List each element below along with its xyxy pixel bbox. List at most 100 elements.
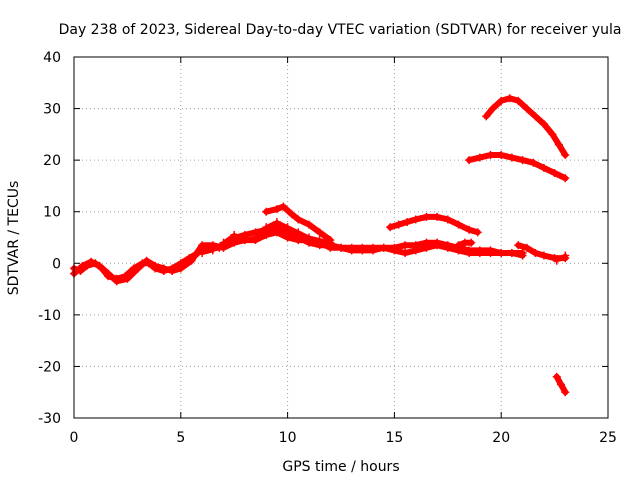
data-point bbox=[561, 174, 570, 183]
data-point bbox=[230, 230, 239, 239]
data-point bbox=[433, 241, 442, 250]
data-point bbox=[394, 220, 403, 229]
data-point bbox=[514, 96, 523, 105]
data-point bbox=[151, 261, 160, 270]
data-point bbox=[539, 120, 548, 129]
data-point bbox=[422, 212, 431, 221]
y-tick-label: 0 bbox=[52, 256, 61, 272]
data-point bbox=[475, 248, 484, 257]
data-point bbox=[176, 264, 185, 273]
y-tick-label: 40 bbox=[43, 50, 61, 66]
data-point bbox=[550, 169, 559, 178]
grid bbox=[74, 57, 608, 418]
data-point bbox=[561, 251, 570, 260]
y-tick-label: 30 bbox=[43, 102, 61, 118]
data-point bbox=[134, 264, 143, 273]
y-tick-label: 10 bbox=[43, 205, 61, 221]
y-tick-label: -10 bbox=[38, 308, 61, 324]
data-point bbox=[326, 236, 335, 245]
data-point bbox=[219, 238, 228, 247]
data-point bbox=[465, 248, 474, 257]
data-point bbox=[187, 256, 196, 265]
data-point bbox=[294, 236, 303, 245]
data-point bbox=[142, 256, 151, 265]
data-point bbox=[168, 267, 177, 276]
data-point bbox=[518, 251, 527, 260]
data-point bbox=[539, 251, 548, 260]
data-point bbox=[403, 218, 412, 227]
data-point bbox=[411, 246, 420, 255]
series-arc-23-seg bbox=[554, 253, 568, 263]
data-point bbox=[369, 246, 378, 255]
data-point bbox=[262, 207, 271, 216]
data-point bbox=[467, 238, 476, 247]
data-point bbox=[251, 233, 260, 242]
data-point bbox=[112, 277, 121, 286]
data-point bbox=[531, 248, 540, 257]
data-point bbox=[315, 228, 324, 237]
data-point bbox=[539, 163, 548, 172]
data-point bbox=[552, 256, 561, 265]
data-point bbox=[379, 243, 388, 252]
data-point bbox=[78, 261, 87, 270]
data-point bbox=[262, 230, 271, 239]
data-point bbox=[198, 241, 207, 250]
x-tick-label: 15 bbox=[385, 430, 403, 446]
data-point bbox=[454, 220, 463, 229]
data-point bbox=[358, 246, 367, 255]
data-point bbox=[561, 150, 570, 159]
data-point bbox=[507, 153, 516, 162]
data-point bbox=[505, 94, 514, 103]
axis-ticks: 0 5 10 15 20 25 -30 -20 -10 0 10 20 30 40 bbox=[38, 50, 617, 446]
data-point bbox=[465, 156, 474, 165]
y-tick-label: 20 bbox=[43, 153, 61, 169]
data-point bbox=[411, 215, 420, 224]
data-point bbox=[486, 150, 495, 159]
data-point bbox=[433, 212, 442, 221]
data-point bbox=[87, 257, 96, 266]
data-point bbox=[104, 269, 113, 278]
data-point bbox=[272, 205, 281, 214]
y-axis-label: SDTVAR / TECUs bbox=[6, 181, 22, 296]
data-point bbox=[294, 228, 303, 237]
data-point bbox=[386, 223, 395, 232]
data-point bbox=[443, 215, 452, 224]
y-tick-label: -20 bbox=[38, 359, 61, 375]
data-point bbox=[507, 248, 516, 257]
data-point bbox=[473, 228, 482, 237]
data-point bbox=[529, 158, 538, 167]
data-point bbox=[422, 243, 431, 252]
data-point bbox=[272, 228, 281, 237]
data-point bbox=[561, 388, 570, 397]
data-point bbox=[497, 150, 506, 159]
data-point bbox=[465, 225, 474, 234]
data-point bbox=[482, 112, 491, 121]
data-point bbox=[279, 202, 288, 211]
data-series bbox=[70, 94, 570, 397]
data-point bbox=[95, 261, 104, 270]
data-point bbox=[287, 210, 296, 219]
data-point bbox=[475, 153, 484, 162]
series-arc-high-32 bbox=[483, 95, 569, 158]
data-point bbox=[304, 233, 313, 242]
data-point bbox=[198, 248, 207, 257]
data-point bbox=[522, 104, 531, 113]
data-point bbox=[240, 236, 249, 245]
data-point bbox=[554, 140, 563, 149]
data-point bbox=[531, 112, 540, 121]
data-point bbox=[347, 246, 356, 255]
x-tick-label: 20 bbox=[492, 430, 510, 446]
data-point bbox=[272, 218, 281, 227]
data-point bbox=[315, 236, 324, 245]
data-point bbox=[497, 96, 506, 105]
data-point bbox=[123, 274, 132, 283]
data-point bbox=[304, 220, 313, 229]
data-point bbox=[552, 372, 561, 381]
data-point bbox=[443, 243, 452, 252]
data-point bbox=[518, 156, 527, 165]
data-point bbox=[401, 248, 410, 257]
data-point bbox=[159, 264, 168, 273]
data-point bbox=[337, 243, 345, 252]
data-point bbox=[230, 238, 239, 247]
